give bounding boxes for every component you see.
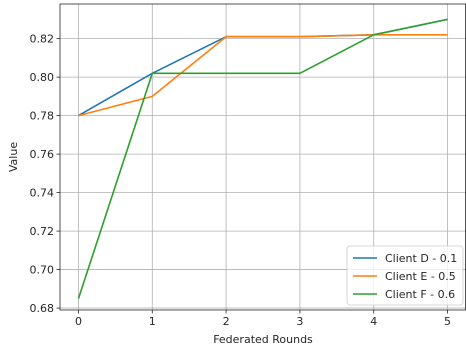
x-tick-label: 1 (149, 315, 156, 328)
y-tick-label: 0.76 (30, 148, 55, 161)
grid-lines (60, 4, 466, 310)
y-tick-label: 0.72 (30, 225, 55, 238)
x-axis-ticks: 0 1 2 3 4 5 (75, 310, 451, 328)
x-tick-label: 5 (444, 315, 451, 328)
x-tick-label: 3 (296, 315, 303, 328)
series-line (78, 33, 448, 117)
y-axis-ticks: 0.68 0.70 0.72 0.74 0.76 0.78 0.80 0.82 (30, 33, 60, 315)
legend-label: Client E - 0.5 (385, 270, 456, 283)
legend-label: Client F - 0.6 (385, 288, 455, 301)
series-lines (77, 18, 448, 299)
series-line (77, 18, 448, 299)
legend: Client D - 0.1 Client E - 0.5 Client F - 0… (346, 245, 464, 306)
x-axis-label: Federated Rounds (213, 333, 313, 346)
y-tick-label: 0.80 (30, 71, 55, 84)
x-tick-label: 4 (370, 315, 377, 328)
y-tick-label: 0.78 (30, 110, 55, 123)
legend-label: Client D - 0.1 (385, 252, 457, 265)
y-tick-label: 0.82 (30, 33, 55, 46)
y-tick-label: 0.74 (30, 187, 55, 200)
x-tick-label: 0 (75, 315, 82, 328)
y-tick-label: 0.70 (30, 264, 55, 277)
x-tick-label: 2 (223, 315, 230, 328)
y-tick-label: 0.68 (30, 302, 55, 315)
legend-box (346, 245, 464, 306)
y-axis-label: Value (7, 142, 20, 172)
